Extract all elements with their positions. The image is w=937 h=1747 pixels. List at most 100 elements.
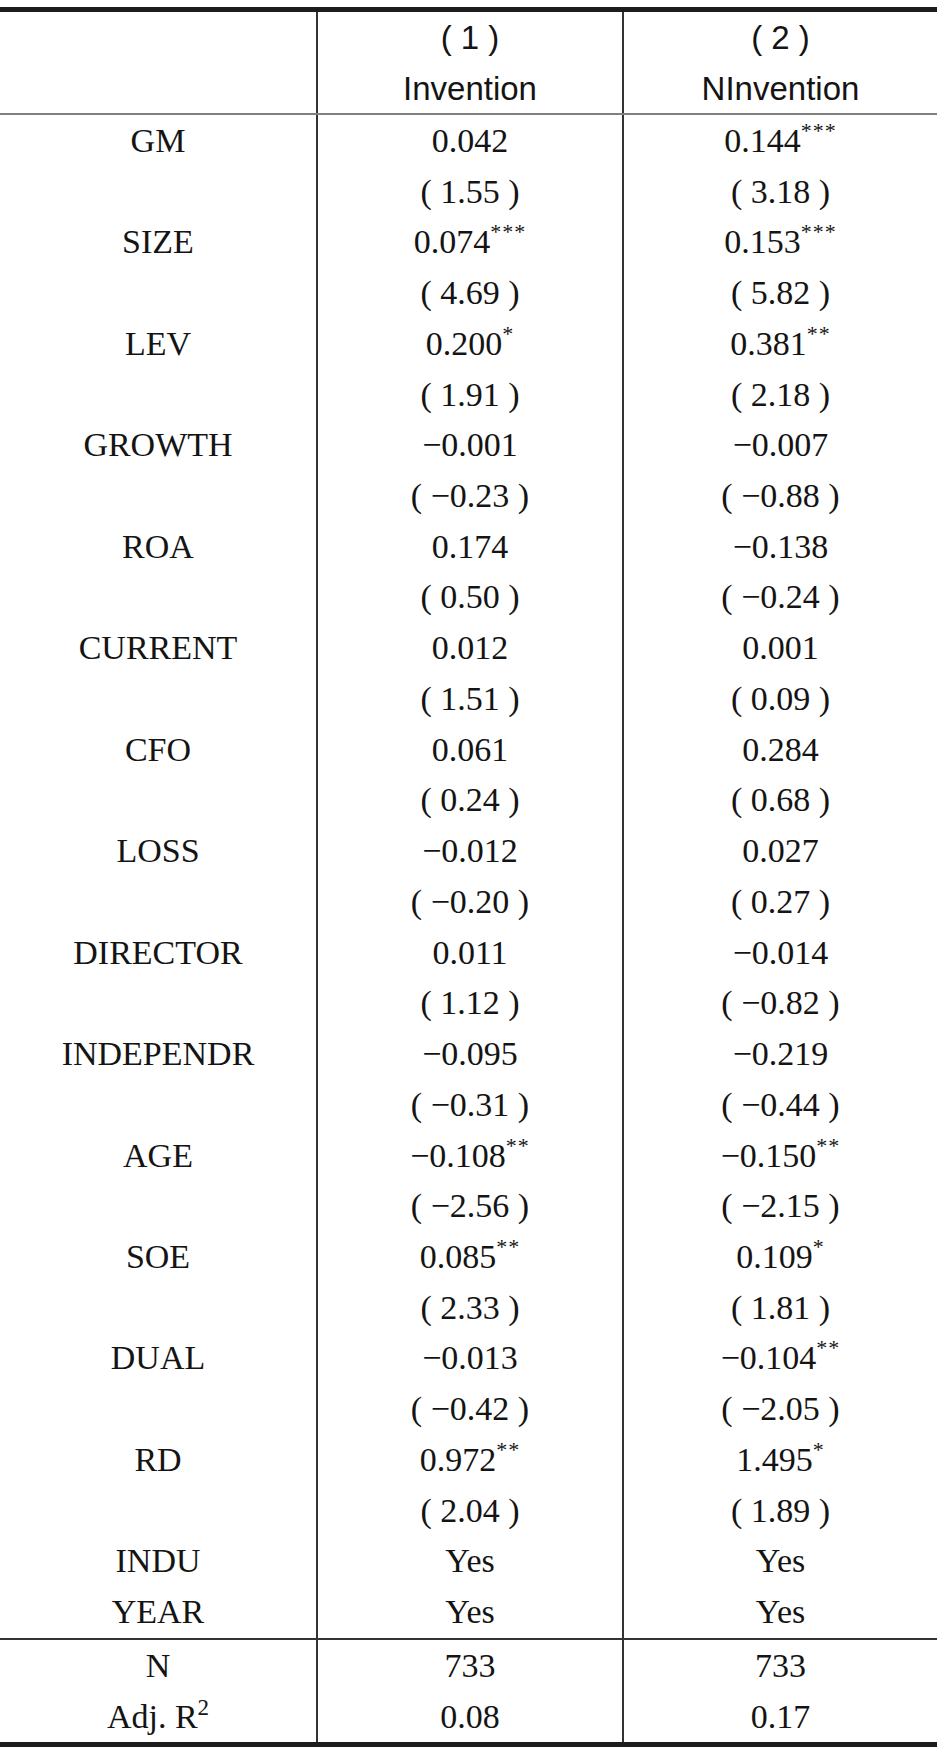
coef-cell: −0.001 — [317, 420, 623, 471]
significance-stars: * — [813, 1234, 825, 1259]
tstat-row: ( 0.50 )( −0.24 ) — [0, 572, 937, 623]
tstat-cell: ( 4.69 ) — [317, 268, 623, 319]
variable-label: DUAL — [0, 1333, 317, 1384]
variable-label: GM — [0, 114, 317, 166]
tstat-cell: ( 2.33 ) — [317, 1282, 623, 1333]
significance-stars: * — [813, 1437, 825, 1462]
variable-label: ROA — [0, 521, 317, 572]
summary-label: Adj. R2 — [0, 1691, 317, 1742]
coef-cell: 0.200* — [317, 318, 623, 369]
tstat-cell: ( −0.82 ) — [623, 978, 937, 1029]
tstat-cell: ( −0.31 ) — [317, 1079, 623, 1130]
coef-cell: −0.219 — [623, 1029, 937, 1080]
tstat-row: ( 2.04 )( 1.89 ) — [0, 1485, 937, 1536]
coef-row: YEARYesYes — [0, 1587, 937, 1639]
table-body: GM0.0420.144***( 1.55 )( 3.18 )SIZE0.074… — [0, 114, 937, 1639]
coef-row: LEV0.200*0.381** — [0, 318, 937, 369]
regression-table: ( 1 ) ( 2 ) Invention NInvention GM0.042… — [0, 7, 937, 1747]
empty-cell — [0, 877, 317, 928]
table-footer: N733733Adj. R20.080.17 — [0, 1639, 937, 1742]
tstat-cell: ( −2.56 ) — [317, 1181, 623, 1232]
coef-cell: Yes — [623, 1536, 937, 1587]
coef-cell: 0.011 — [317, 927, 623, 978]
variable-label: INDU — [0, 1536, 317, 1587]
tstat-row: ( 1.55 )( 3.18 ) — [0, 166, 937, 217]
variable-label: CURRENT — [0, 623, 317, 674]
tstat-cell: ( 1.12 ) — [317, 978, 623, 1029]
coef-cell: 0.109* — [623, 1232, 937, 1283]
significance-stars: ** — [506, 1133, 530, 1158]
variable-label: SIZE — [0, 217, 317, 268]
variable-label: LOSS — [0, 826, 317, 877]
tstat-cell: ( −0.24 ) — [623, 572, 937, 623]
tstat-row: ( 1.51 )( 0.09 ) — [0, 674, 937, 725]
tstat-cell: ( 0.27 ) — [623, 877, 937, 928]
tstat-row: ( 1.91 )( 2.18 ) — [0, 369, 937, 420]
coef-row: DIRECTOR0.011−0.014 — [0, 927, 937, 978]
coef-row: RD0.972**1.495* — [0, 1435, 937, 1486]
coef-cell: 0.153*** — [623, 217, 937, 268]
significance-stars: *** — [801, 118, 837, 143]
model-1-number: ( 1 ) — [317, 12, 623, 63]
empty-cell — [0, 775, 317, 826]
tstat-row: ( 0.24 )( 0.68 ) — [0, 775, 937, 826]
coef-row: AGE−0.108**−0.150** — [0, 1130, 937, 1181]
empty-cell — [0, 268, 317, 319]
significance-stars: * — [502, 321, 514, 346]
summary-row: N733733 — [0, 1639, 937, 1691]
model-label-row: Invention NInvention — [0, 63, 937, 114]
summary-value: 733 — [623, 1639, 937, 1691]
coef-cell: −0.150** — [623, 1130, 937, 1181]
coef-cell: −0.104** — [623, 1333, 937, 1384]
coef-row: DUAL−0.013−0.104** — [0, 1333, 937, 1384]
model-number-row: ( 1 ) ( 2 ) — [0, 12, 937, 63]
tstat-row: ( −0.23 )( −0.88 ) — [0, 471, 937, 522]
coef-cell: 0.074*** — [317, 217, 623, 268]
model-1-label: Invention — [317, 63, 623, 114]
regression-table-page: ( 1 ) ( 2 ) Invention NInvention GM0.042… — [0, 0, 937, 1747]
empty-cell — [0, 369, 317, 420]
empty-cell — [0, 1384, 317, 1435]
tstat-cell: ( −2.05 ) — [623, 1384, 937, 1435]
significance-stars: *** — [490, 219, 526, 244]
coef-cell: −0.138 — [623, 521, 937, 572]
tstat-row: ( −0.31 )( −0.44 ) — [0, 1079, 937, 1130]
significance-stars: ** — [807, 321, 831, 346]
variable-label: INDEPENDR — [0, 1029, 317, 1080]
coef-row: ROA0.174−0.138 — [0, 521, 937, 572]
coef-cell: Yes — [317, 1536, 623, 1587]
empty-cell — [0, 471, 317, 522]
variable-label: SOE — [0, 1232, 317, 1283]
coef-cell: 0.972** — [317, 1435, 623, 1486]
empty-cell — [0, 674, 317, 725]
variable-label: AGE — [0, 1130, 317, 1181]
model-2-number: ( 2 ) — [623, 12, 937, 63]
coef-cell: −0.012 — [317, 826, 623, 877]
results-table: ( 1 ) ( 2 ) Invention NInvention GM0.042… — [0, 12, 937, 1742]
coef-cell: −0.108** — [317, 1130, 623, 1181]
significance-stars: ** — [496, 1234, 520, 1259]
empty-cell — [0, 978, 317, 1029]
coef-row: INDEPENDR−0.095−0.219 — [0, 1029, 937, 1080]
variable-label: CFO — [0, 724, 317, 775]
empty-cell — [0, 166, 317, 217]
tstat-row: ( 4.69 )( 5.82 ) — [0, 268, 937, 319]
tstat-row: ( −0.42 )( −2.05 ) — [0, 1384, 937, 1435]
coef-cell: −0.095 — [317, 1029, 623, 1080]
coef-row: CURRENT0.0120.001 — [0, 623, 937, 674]
summary-value: 733 — [317, 1639, 623, 1691]
variable-label: DIRECTOR — [0, 927, 317, 978]
coef-cell: 0.381** — [623, 318, 937, 369]
coef-cell: −0.013 — [317, 1333, 623, 1384]
tstat-cell: ( 1.91 ) — [317, 369, 623, 420]
empty-cell — [0, 63, 317, 114]
coef-cell: 0.001 — [623, 623, 937, 674]
tstat-cell: ( 1.81 ) — [623, 1282, 937, 1333]
variable-label: RD — [0, 1435, 317, 1486]
tstat-cell: ( 0.50 ) — [317, 572, 623, 623]
coef-cell: 0.284 — [623, 724, 937, 775]
variable-label: YEAR — [0, 1587, 317, 1639]
tstat-cell: ( −0.88 ) — [623, 471, 937, 522]
tstat-cell: ( 1.89 ) — [623, 1485, 937, 1536]
significance-stars: ** — [496, 1437, 520, 1462]
